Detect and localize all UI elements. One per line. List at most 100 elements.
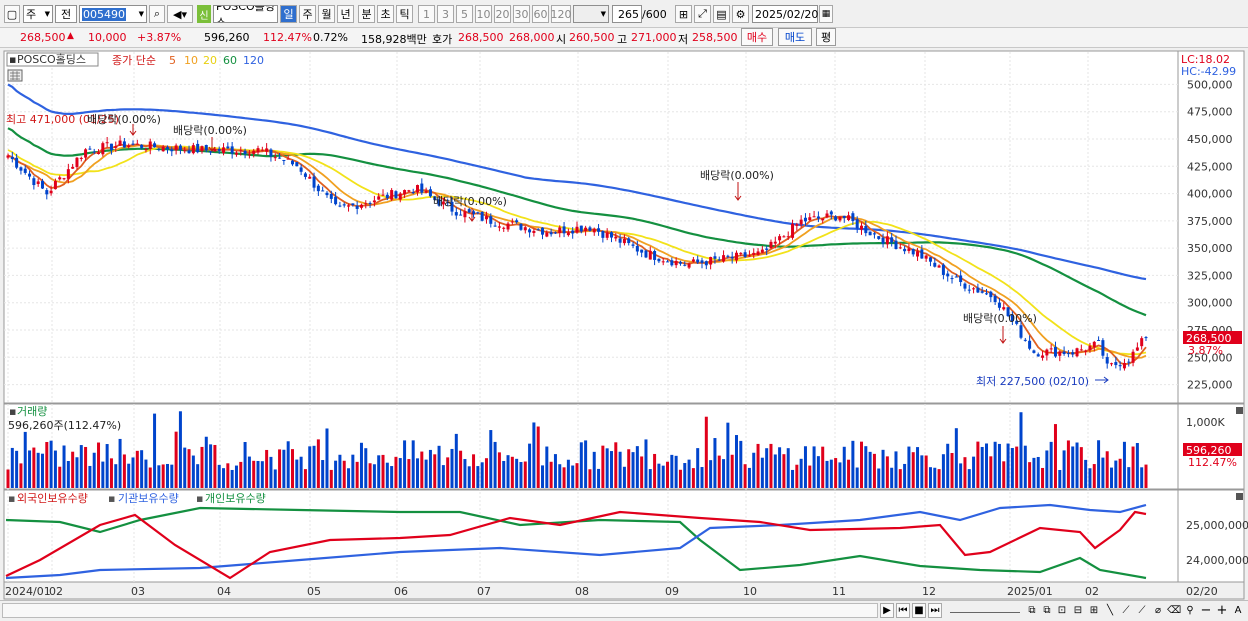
interval-60[interactable]: 60 (532, 5, 549, 23)
volume-bar (480, 462, 484, 488)
zoom-in-icon[interactable]: ⚲ (1186, 605, 1194, 616)
window-icon[interactable]: ▢ (4, 5, 20, 23)
zoom-plus-icon[interactable]: + (1216, 603, 1228, 618)
candle-body (803, 217, 807, 222)
volume-bar (28, 450, 32, 488)
speed-slider[interactable] (950, 605, 1020, 613)
interval-select[interactable]: ▼ (573, 5, 609, 23)
scroll-right-icon[interactable]: ▶ (880, 603, 894, 618)
candle-body (135, 143, 139, 145)
candle-body (213, 148, 217, 152)
tab-tick[interactable]: 틱 (396, 5, 413, 23)
line-tool-icon[interactable]: ⟋ (1138, 605, 1146, 616)
eraser-icon[interactable]: ⌫ (1166, 605, 1182, 616)
ma20-label: 20 (203, 54, 217, 67)
flat-button[interactable]: 평 (816, 28, 836, 46)
candle-body (1015, 320, 1019, 324)
search-icon[interactable]: ⌕ (149, 5, 165, 23)
candle-body (1101, 340, 1105, 356)
draw-tool-icon[interactable]: ⊞ (1089, 605, 1099, 616)
zoom-out-icon[interactable]: − (1200, 603, 1212, 618)
candle-body (291, 160, 294, 165)
volume-bar (1010, 448, 1014, 488)
tab-weekly[interactable]: 주 (299, 5, 316, 23)
ma10-label: 10 (184, 54, 198, 67)
tab-yearly[interactable]: 년 (337, 5, 354, 23)
price-type-select[interactable]: 전 (55, 5, 77, 23)
ma120-label: 120 (243, 54, 264, 67)
candle-body (532, 230, 536, 233)
volume-bar (135, 450, 139, 488)
chart-type-select[interactable]: 주 ▼ (23, 5, 53, 23)
volume-bar (23, 431, 27, 488)
line-tool-icon[interactable]: ⟋ (1122, 605, 1130, 616)
count-input[interactable]: 265 (612, 5, 642, 23)
interval-120[interactable]: 120 (551, 5, 572, 23)
interval-1[interactable]: 1 (418, 5, 435, 23)
rewind-icon[interactable]: ⏮ (896, 603, 910, 618)
candle-body (381, 194, 385, 196)
panel-close-icon[interactable] (1236, 493, 1243, 500)
tab-monthly[interactable]: 월 (318, 5, 335, 23)
interval-10[interactable]: 10 (475, 5, 492, 23)
gear-icon[interactable]: ⚙ (732, 5, 749, 23)
stock-name-field[interactable]: POSCO홀딩스 (213, 5, 278, 23)
table-icon[interactable] (7, 69, 23, 82)
speaker-icon[interactable]: ◀▾ (167, 5, 193, 23)
div-arrow-icon (208, 137, 216, 152)
line-tool-icon[interactable]: ╲ (1106, 605, 1114, 616)
line-tool-icon[interactable]: ⌀ (1154, 605, 1162, 616)
draw-tool-icon[interactable]: ⧉ (1043, 605, 1051, 616)
candle-body (1041, 355, 1045, 358)
volume-bar (450, 448, 454, 488)
candle-body (10, 156, 14, 160)
volume-bar (739, 440, 743, 488)
volume-axis-label: 1,000K (1186, 416, 1225, 429)
candle-body (954, 276, 958, 278)
candle-body (174, 145, 178, 151)
sell-button[interactable]: 매도 (778, 28, 812, 46)
buy-button[interactable]: 매수 (741, 28, 773, 46)
volume-bar (726, 422, 730, 488)
tab-daily[interactable]: 일 (280, 5, 297, 23)
forward-icon[interactable]: ⏭ (928, 603, 942, 618)
calendar-icon[interactable]: ▦ (819, 5, 833, 23)
volume-title: 거래량 (17, 405, 47, 418)
date-axis-label: 08 (575, 585, 589, 598)
candle-body (278, 157, 282, 159)
save-icon[interactable]: ▤ (713, 5, 730, 23)
date-input[interactable]: 2025/02/20 (752, 5, 818, 23)
volume-bar (497, 452, 501, 488)
volume-bar (484, 458, 488, 488)
stock-name-tag[interactable] (6, 52, 99, 67)
candle-body (239, 150, 243, 152)
interval-5[interactable]: 5 (456, 5, 473, 23)
price-axis-label: 250,000 (1187, 351, 1233, 364)
volume-bar (950, 453, 954, 488)
interval-3[interactable]: 3 (437, 5, 454, 23)
draw-tool-icon[interactable]: ⧉ (1028, 605, 1036, 616)
panel-close-icon[interactable] (1236, 407, 1243, 414)
candle-body (1010, 314, 1014, 322)
font-size-icon[interactable]: A (1234, 605, 1242, 616)
volume-bar (916, 447, 920, 488)
candle-body (122, 141, 126, 148)
stop-icon[interactable]: ■ (912, 603, 926, 618)
candle-body (1127, 361, 1131, 363)
candle-body (1088, 345, 1092, 351)
crosshair-icon[interactable]: ⊞ (675, 5, 692, 23)
tab-minute[interactable]: 분 (358, 5, 375, 23)
scrollbar-track[interactable] (2, 603, 878, 618)
candle-body (700, 260, 704, 263)
zoom-icon[interactable]: ⤢ (694, 5, 711, 23)
table-icon-grid (10, 71, 20, 80)
draw-tool-icon[interactable]: ⊡ (1057, 605, 1067, 616)
candle-body (450, 201, 454, 212)
stock-code-input[interactable]: 005490 ▼ (79, 5, 147, 23)
draw-tool-icon[interactable]: ⊟ (1073, 605, 1083, 616)
tab-second[interactable]: 초 (377, 5, 394, 23)
count-total: /600 (642, 7, 667, 21)
interval-30[interactable]: 30 (513, 5, 530, 23)
chart-area[interactable]: ▪ POSCO홀딩스 종가 단순 5 10 20 60 120 LC:18.02… (0, 0, 1248, 600)
interval-20[interactable]: 20 (494, 5, 511, 23)
